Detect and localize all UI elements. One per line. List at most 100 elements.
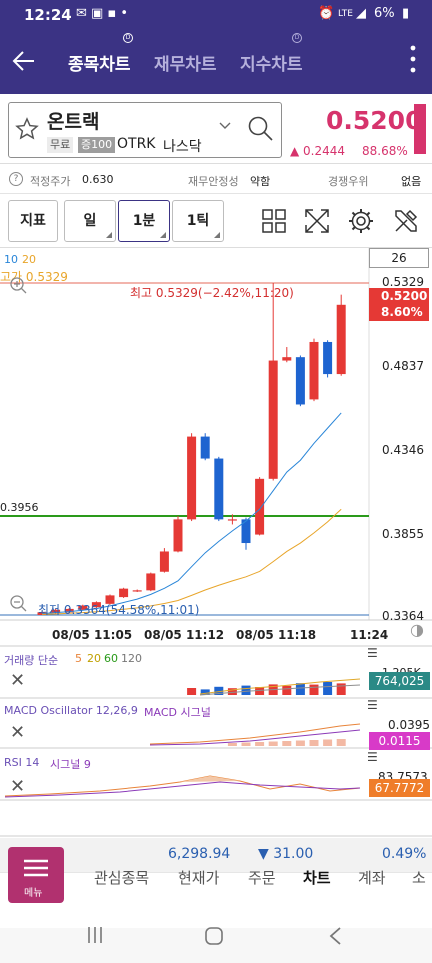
volume-bar [255, 687, 265, 695]
back-icon[interactable] [328, 926, 342, 946]
nav-order[interactable]: 주문 [248, 869, 276, 887]
candle-body [255, 478, 265, 535]
macd-bar [282, 741, 292, 746]
nav-more[interactable]: 소 [412, 869, 426, 887]
back-arrow-icon[interactable] [12, 50, 36, 72]
candle-body [241, 519, 251, 544]
chart-toolbar: 지표 일 1분 1틱 [0, 194, 432, 248]
nav-watchlist[interactable]: 관심종목 [94, 869, 150, 887]
tab-financial-chart[interactable]: 재무차트 [154, 55, 217, 75]
zoom-out-icon[interactable] [9, 594, 27, 612]
status-bar: 12:24 ✉ ▣ ▪ • ⏰ LTE ◢ 6% ▮ [0, 0, 432, 30]
tab-badge-icon: D [123, 33, 133, 43]
candle-body [282, 357, 292, 361]
candle-body [146, 573, 156, 591]
indicator-button[interactable]: 지표 [8, 200, 58, 242]
period-minute-button[interactable]: 1분 [118, 200, 170, 242]
panel-menu-icon[interactable]: ☰ [367, 698, 378, 712]
stock-market: 나스닥 [163, 139, 202, 155]
panel-menu-icon[interactable]: ☰ [367, 646, 378, 660]
period-day-button[interactable]: 일 [64, 200, 116, 242]
index-value: 6,298.94 [168, 846, 231, 862]
app-header: 종목차트 D 재무차트 지수차트 D [0, 30, 432, 94]
current-price-badge: 0.5200 8.60% [369, 288, 429, 321]
price-bar [414, 104, 426, 154]
volume-label: 거래량 단순 [4, 654, 59, 667]
nav-chart[interactable]: 차트 [303, 869, 331, 887]
fair-price-label: 적정주가 [30, 175, 71, 188]
zoom-in-icon[interactable] [9, 276, 27, 294]
tab-index-chart[interactable]: 지수차트 [240, 55, 303, 75]
stability-label: 재무안정성 [188, 175, 239, 188]
volume-bar [187, 688, 197, 695]
candlestick-chart[interactable] [0, 248, 432, 838]
period-tick-label: 1틱 [186, 213, 210, 229]
candle-body [173, 519, 183, 552]
candle-body [323, 341, 333, 375]
ma20-legend: 20 [22, 253, 36, 266]
x-tick-label: 08/05 11:05 [52, 628, 133, 642]
macd-bar [323, 739, 333, 746]
fullscreen-icon[interactable] [304, 208, 330, 234]
high-price-label: 고가 0.5329 [0, 270, 68, 284]
candle-body [268, 360, 278, 479]
network-label: LTE [338, 9, 353, 19]
volume-value-badge: 764,025 [369, 672, 430, 690]
settings-gear-icon[interactable] [348, 208, 374, 234]
stock-info-row: ? 적정주가 0.630 재무안정성 약함 경쟁우위 없음 [0, 166, 432, 194]
macd-label: MACD Oscillator 12,26,9 [4, 704, 138, 717]
candle-body [200, 436, 210, 459]
stock-name: 온트랙 [47, 111, 100, 133]
candle-count[interactable]: 26 [369, 248, 429, 268]
tools-icon[interactable] [393, 208, 419, 234]
recent-apps-icon[interactable] [86, 926, 104, 944]
candle-body [51, 609, 61, 614]
favorite-star-icon[interactable] [15, 117, 39, 141]
competitive-label: 경쟁우위 [328, 175, 369, 188]
rsi-signal-label: 시그널 9 [50, 758, 91, 771]
panel-menu-icon[interactable]: ☰ [367, 750, 378, 764]
nav-account[interactable]: 계좌 [358, 869, 386, 887]
candle-body [91, 602, 101, 608]
stock-search-box[interactable]: 온트랙 무료 증100 OTRK 나스닥 [8, 102, 282, 158]
candle-body [159, 551, 169, 572]
ma10-line [41, 412, 342, 615]
volume-bar [282, 685, 292, 695]
chart-area[interactable]: 10 20 26 고가 0.5329 최고 0.5329(−2.42%,11:2… [0, 248, 432, 838]
price-badge-value: 0.5200 [381, 289, 428, 303]
close-panel-icon[interactable]: ✕ [10, 722, 26, 743]
high-annotation: 최고 0.5329(−2.42%,11:20) [130, 286, 294, 300]
system-navigation [0, 926, 432, 963]
nav-current-price[interactable]: 현재가 [178, 869, 220, 887]
signal-icon: ◢ [356, 6, 366, 21]
home-icon[interactable] [204, 926, 224, 946]
period-tick-button[interactable]: 1틱 [172, 200, 224, 242]
candle-body [227, 519, 237, 521]
tab-stock-chart[interactable]: 종목차트 [68, 55, 131, 75]
more-menu-icon[interactable] [410, 44, 416, 74]
price-change: ▲ 0.2444 [290, 144, 346, 158]
help-icon[interactable]: ? [9, 172, 23, 186]
axis-handle-icon[interactable]: ◑ [410, 620, 424, 639]
battery-text: 6% [374, 6, 395, 21]
current-price: 0.5200 [326, 106, 423, 135]
layout-grid-icon[interactable] [262, 209, 286, 233]
price-change-pct: 88.68% [362, 144, 408, 158]
period-minute-label: 1분 [132, 213, 156, 229]
ma10-legend: 10 [4, 253, 18, 266]
search-icon[interactable] [247, 115, 275, 143]
x-tick-label: 08/05 11:18 [236, 628, 317, 642]
volume-bar [227, 688, 237, 695]
close-panel-icon[interactable]: ✕ [10, 776, 26, 797]
close-panel-icon[interactable]: ✕ [10, 670, 26, 691]
stock-ticker: OTRK [117, 136, 156, 152]
candle-body [105, 595, 115, 604]
macd-bar [268, 741, 278, 746]
candle-body [187, 436, 197, 520]
menu-button[interactable]: 메뉴 [8, 847, 64, 903]
volume-bar [309, 684, 319, 695]
chevron-down-icon[interactable] [219, 122, 231, 130]
candle-body [132, 590, 142, 592]
pct-badge-value: 8.60% [381, 305, 423, 319]
candle-body [78, 605, 88, 610]
